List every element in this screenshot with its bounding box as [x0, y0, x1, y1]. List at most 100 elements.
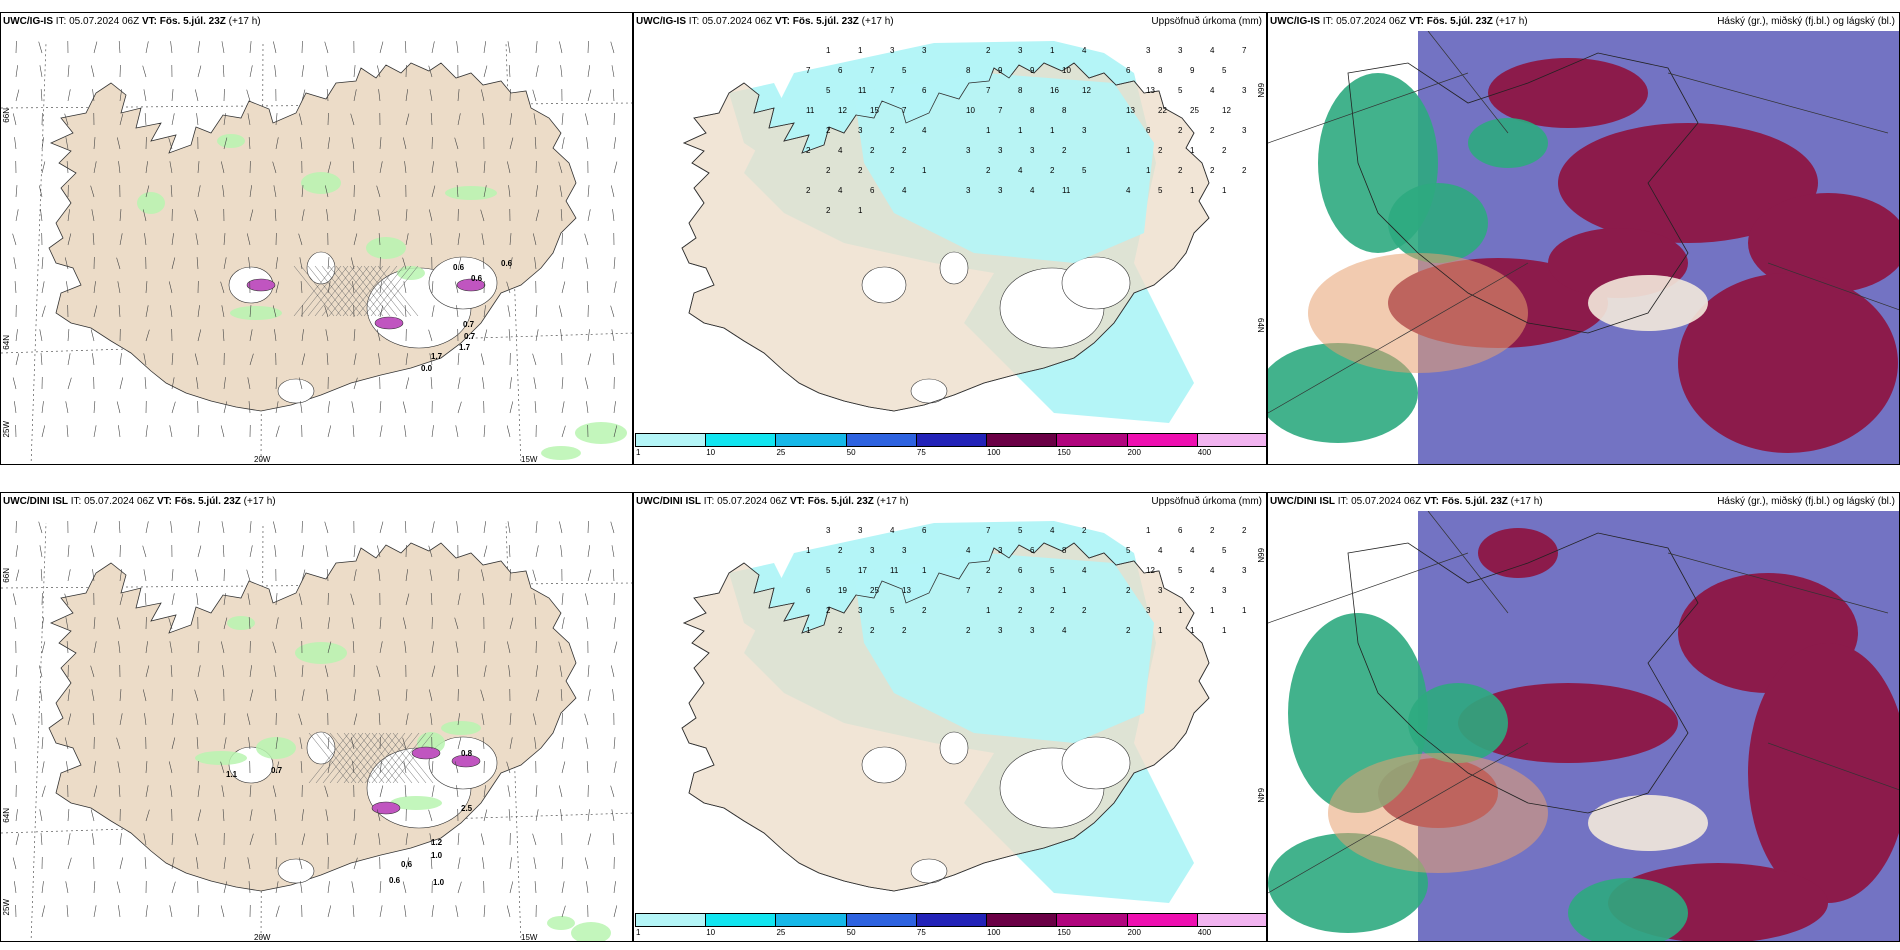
- wind-barb: [428, 329, 433, 342]
- wind-barb: [275, 137, 279, 150]
- wind-barb: [274, 329, 277, 342]
- wind-barb: [324, 305, 329, 318]
- wind-barb: [612, 569, 615, 582]
- wind-barb: [171, 881, 176, 894]
- wind-barb: [455, 425, 459, 438]
- wind-barb: [38, 185, 43, 198]
- wind-barb: [482, 113, 485, 126]
- wind-barb: [196, 737, 199, 750]
- wind-barb: [532, 353, 537, 366]
- wind-barb: [560, 809, 563, 822]
- wind-barb: [430, 857, 433, 870]
- wind-barb: [300, 881, 303, 894]
- precip-value: 5: [826, 86, 831, 95]
- wind-barb: [379, 161, 383, 174]
- wind-barb: [272, 161, 277, 174]
- colorbar-tick: 200: [1127, 928, 1141, 937]
- precip-value: 19: [838, 586, 847, 595]
- wind-barb: [350, 593, 355, 606]
- precip-value: 1: [1126, 146, 1131, 155]
- wind-barb: [41, 761, 45, 774]
- wind-barb: [145, 905, 148, 918]
- wind-barb: [220, 281, 225, 294]
- wind-barb: [379, 41, 384, 54]
- precip-value: 2: [1178, 166, 1183, 175]
- wind-barb: [197, 329, 202, 342]
- wind-barb: [275, 377, 278, 390]
- wind-barb: [144, 113, 147, 126]
- wind-barb: [171, 257, 176, 270]
- wind-barb: [119, 377, 124, 390]
- wind-barb: [351, 881, 355, 894]
- wind-barb: [561, 617, 565, 630]
- wind-barb: [353, 545, 356, 558]
- wind-barb: [223, 713, 226, 726]
- precip-value: 7: [1242, 46, 1247, 55]
- precip-value: 16: [1050, 86, 1059, 95]
- wind-barb: [405, 377, 410, 390]
- wind-green-patch: [541, 446, 581, 460]
- wind-barb: [353, 377, 358, 390]
- wind-barb: [222, 65, 225, 78]
- wind-barb: [142, 65, 147, 78]
- wind-barb: [404, 641, 407, 654]
- panel-header: UWC/DINI ISL IT: 05.07.2024 06Z VT: Fös.…: [636, 496, 1262, 507]
- wind-barb: [457, 89, 460, 102]
- wind-barb: [584, 377, 589, 390]
- precip-value: 1: [1190, 186, 1195, 195]
- wind-barb: [145, 281, 148, 294]
- precip-value: 3: [998, 546, 1003, 555]
- wind-barb: [272, 305, 277, 318]
- wind-barb: [197, 65, 202, 78]
- wind-barb: [481, 569, 485, 582]
- precip-value: 4: [1082, 46, 1087, 55]
- wind-barb: [379, 881, 382, 894]
- wind-barb: [221, 305, 225, 318]
- wind-barb: [535, 689, 540, 702]
- wind-barb: [223, 113, 226, 126]
- hatch-line: [293, 265, 335, 317]
- wind-barb: [480, 353, 485, 366]
- precip-value: 4: [1050, 526, 1055, 535]
- wind-barb: [483, 185, 487, 198]
- wind-barb: [119, 713, 123, 726]
- wind-barb: [508, 545, 511, 558]
- precip-value: 9: [1030, 66, 1035, 75]
- wind-barb: [377, 65, 381, 78]
- contour-label: 0.0: [421, 364, 433, 373]
- precip-value: 2: [902, 146, 907, 155]
- colorbar-tick: 1: [636, 928, 641, 937]
- precip-value: 11: [890, 566, 899, 575]
- wind-barb: [223, 593, 226, 606]
- precip-value: 1: [986, 606, 991, 615]
- wind-barb: [613, 137, 617, 150]
- precip-value: 5: [1050, 566, 1055, 575]
- precip-value: 7: [986, 86, 991, 95]
- glacier: [1061, 256, 1131, 310]
- wind-barb: [404, 41, 407, 54]
- wind-barb: [92, 833, 95, 846]
- wind-barb: [223, 137, 228, 150]
- wind-barb: [507, 641, 511, 654]
- wind-barb: [93, 785, 98, 798]
- wind-barb: [119, 833, 122, 846]
- wind-barb: [222, 545, 225, 558]
- contour-label: 0.7: [464, 332, 476, 341]
- wind-barb: [15, 209, 19, 222]
- colorbar-swatch: [1196, 433, 1266, 447]
- wind-barb: [613, 425, 618, 438]
- wind-barb: [454, 137, 459, 150]
- precip-map: 3 3 4 6 7 5 4 2 1 6 2 21 2 3 3 4 3 6 8 5 4 4 55 17 11 1 2 6 5 4 12 5 4 36…: [681, 521, 1247, 903]
- precip-value: 2: [902, 626, 907, 635]
- wind-barb: [91, 689, 95, 702]
- precip-value: 4: [1082, 566, 1087, 575]
- wind-barb: [223, 737, 227, 750]
- wind-barb: [249, 353, 254, 366]
- wind-barb: [561, 137, 565, 150]
- wind-barb: [457, 857, 461, 870]
- colorbar-tick: 150: [1057, 448, 1071, 457]
- wind-barb: [171, 401, 176, 414]
- colorbar-swatch: [705, 913, 777, 927]
- precip-value: 2: [1210, 166, 1215, 175]
- wind-barb: [15, 89, 20, 102]
